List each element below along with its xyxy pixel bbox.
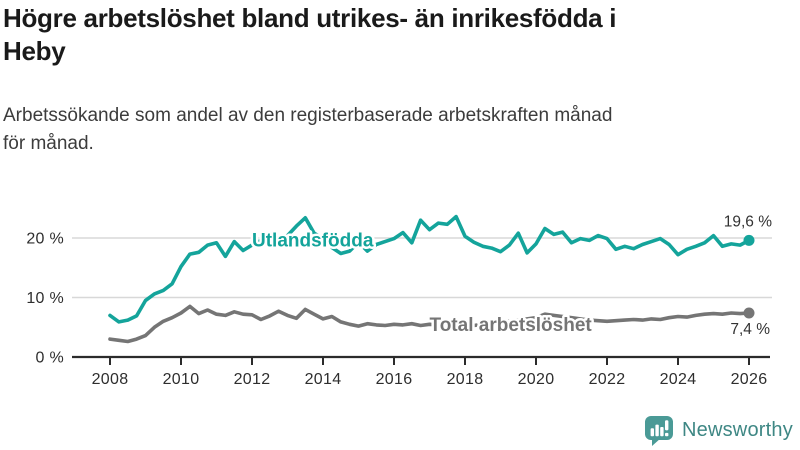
brand-name: Newsworthy bbox=[682, 419, 793, 441]
series-inline-label-2: Total arbetslöshet bbox=[430, 315, 593, 336]
series-end-dot-2 bbox=[743, 307, 755, 319]
logo-exclamation-dot bbox=[665, 432, 669, 436]
y-axis-tick-label: 20 % bbox=[26, 231, 64, 248]
logo-bar-1 bbox=[650, 427, 654, 436]
series-end-dot-1 bbox=[743, 234, 755, 246]
series-end-value-label-1: 19,6 % bbox=[724, 213, 772, 230]
logo-bar-2 bbox=[655, 424, 659, 436]
x-axis-tick-label: 2012 bbox=[234, 371, 271, 388]
y-axis-tick-label: 10 % bbox=[26, 290, 64, 307]
newsworthy-logo-icon bbox=[645, 415, 673, 446]
series-line-2 bbox=[108, 304, 751, 344]
series-line-1 bbox=[108, 214, 751, 324]
x-axis-tick-label: 2024 bbox=[660, 371, 697, 388]
subtitle-line-1: Arbetssökande som andel av den registerb… bbox=[3, 105, 613, 126]
logo-exclamation-bar bbox=[665, 419, 669, 430]
logo-bar-3 bbox=[660, 426, 664, 436]
x-axis-tick-label: 2018 bbox=[447, 371, 484, 388]
chart-header: Högre arbetslöshet bland utrikes- än inr… bbox=[3, 2, 795, 68]
page-title-line-1: Högre arbetslöshet bland utrikes- än inr… bbox=[3, 3, 617, 33]
chart-subtitle: Arbetssökande som andel av den registerb… bbox=[3, 102, 793, 158]
y-axis-tick-label: 0 % bbox=[36, 350, 64, 367]
x-axis-tick-label: 2022 bbox=[589, 371, 626, 388]
x-axis-tick-label: 2014 bbox=[305, 371, 342, 388]
x-axis-tick-label: 2010 bbox=[163, 371, 200, 388]
x-axis-tick-label: 2026 bbox=[731, 371, 768, 388]
newsworthy-logo[interactable]: Newsworthy bbox=[644, 412, 793, 449]
x-axis-tick-label: 2020 bbox=[518, 371, 555, 388]
x-axis-tick-label: 2016 bbox=[376, 371, 413, 388]
subtitle-line-2: för månad. bbox=[3, 133, 94, 154]
x-axis-tick-label: 2008 bbox=[92, 371, 129, 388]
series-end-value-label-2: 7,4 % bbox=[730, 321, 770, 338]
page-title-line-2: Heby bbox=[3, 36, 66, 66]
series-inline-label-1: Utlandsfödda bbox=[252, 230, 374, 251]
